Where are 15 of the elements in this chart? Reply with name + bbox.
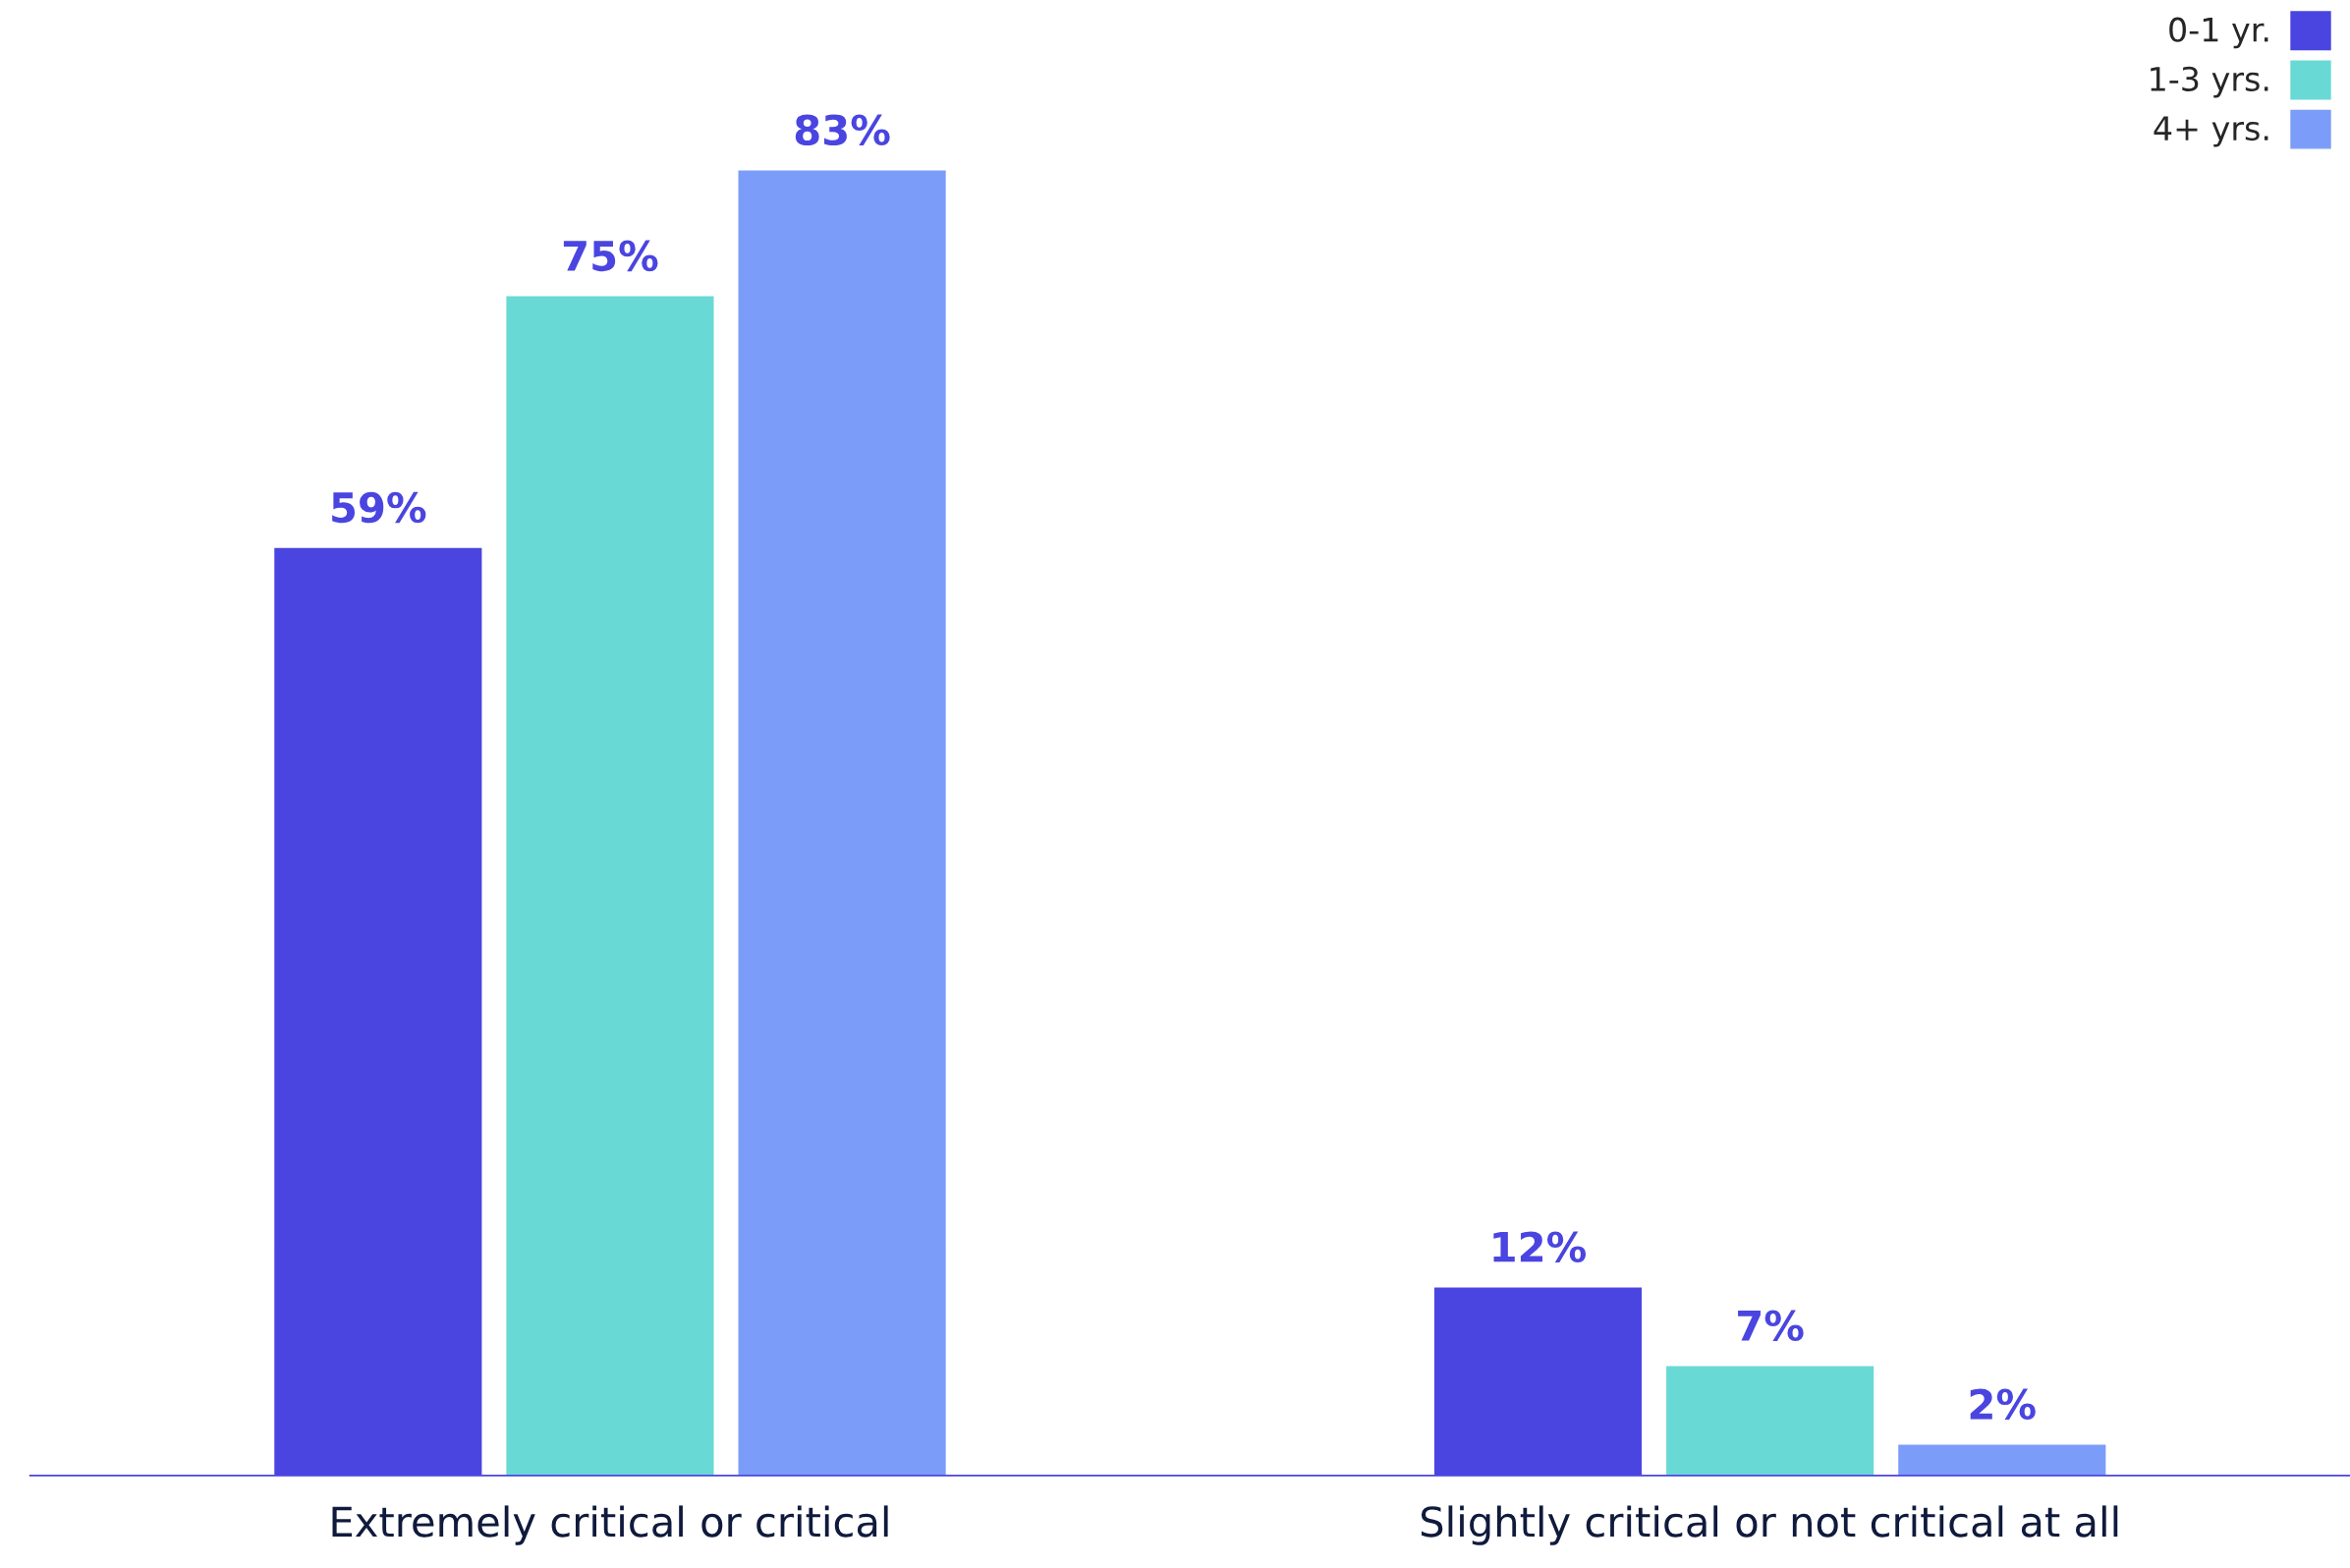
data-label: 2% (1970, 1388, 2036, 1421)
data-label: 59% (332, 491, 426, 524)
data-label: 7% (1738, 1310, 1804, 1342)
bar (737, 169, 948, 1476)
x-tick-label: Slightly critical or not critical at all (1421, 1505, 2118, 1545)
legend-label: 4+ yrs. (2154, 116, 2268, 147)
legend-label: 0-1 yr. (2169, 17, 2268, 49)
bar (505, 295, 715, 1476)
bar (1664, 1365, 1875, 1476)
data-label: 75% (563, 240, 658, 272)
legend-label: 1-3 yrs. (2151, 66, 2268, 98)
data-label: 83% (795, 114, 890, 146)
bar (1896, 1443, 2107, 1476)
x-tick-label: Extremely critical or critical (332, 1505, 888, 1545)
data-label: 12% (1493, 1231, 1587, 1262)
